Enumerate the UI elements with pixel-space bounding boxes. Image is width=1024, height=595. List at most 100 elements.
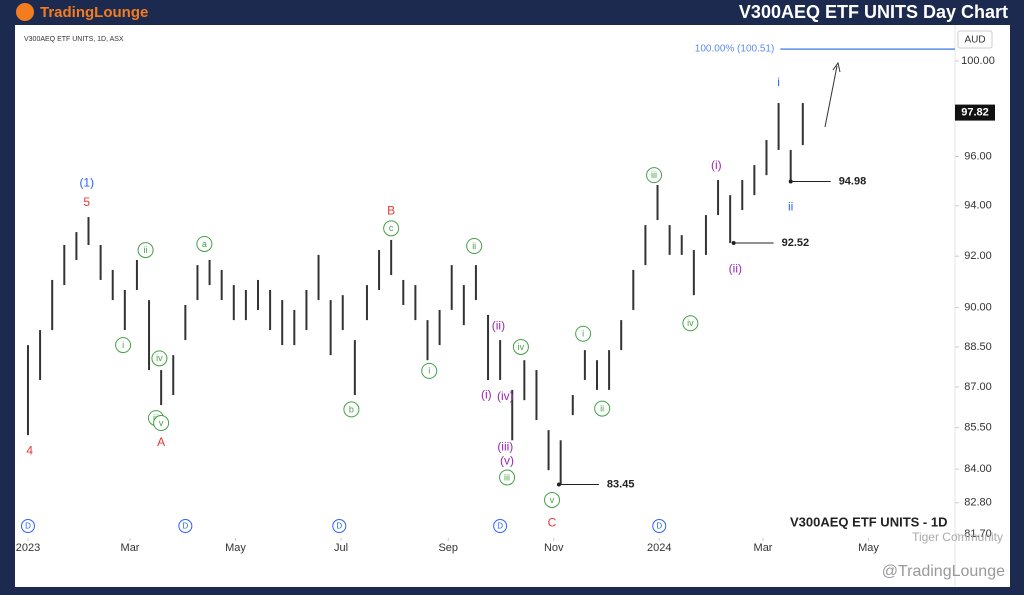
wave-label: ii (600, 403, 604, 413)
x-tick-label: Mar (121, 542, 140, 554)
dividend-marker (178, 519, 193, 533)
wave-label: (ii) (492, 319, 505, 333)
x-tick-label: 2023 (16, 542, 40, 554)
wave-label: iv (518, 342, 525, 352)
wave-circle (137, 242, 154, 259)
wave-circle (115, 337, 132, 354)
wave-circle (646, 167, 663, 184)
wave-circle (151, 350, 168, 367)
wave-label: ii (144, 245, 148, 255)
wave-label: C (548, 515, 557, 529)
wave-label: iii (651, 170, 657, 180)
watermark: V300AEQ ETF UNITS - 1D (790, 514, 947, 529)
wave-label: v (550, 495, 555, 505)
y-tick-label: 85.50 (964, 422, 992, 434)
y-tick-label: 81.70 (964, 528, 992, 540)
currency: AUD (964, 35, 985, 46)
currency-box (957, 30, 993, 49)
y-tick-label: 100.00 (961, 55, 995, 67)
y-tick-label: 82.80 (964, 497, 992, 509)
wave-circle (544, 491, 561, 508)
wave-label: B (387, 203, 395, 217)
wave-circle (682, 315, 699, 332)
y-tick-label: 94.00 (964, 200, 992, 212)
wave-label: v (159, 418, 164, 428)
arrow-head (832, 61, 841, 73)
chart-panel (15, 25, 1010, 587)
wave-label: a (202, 239, 207, 249)
wave-label: (ii) (729, 262, 742, 276)
x-tick-label: Jul (334, 542, 348, 554)
wave-label: A (157, 435, 165, 449)
wave-label: (i) (481, 388, 492, 402)
wave-label: i (582, 329, 584, 339)
dividend-label: D (656, 522, 662, 531)
wave-label: 4 (26, 443, 33, 457)
price-marker-dot (556, 482, 561, 487)
wave-circle (575, 325, 592, 342)
price-marker-dot (788, 179, 793, 184)
wave-label: 5 (83, 195, 90, 209)
last-price-box (955, 104, 995, 121)
y-tick-label: 88.50 (964, 341, 992, 353)
wave-circle (512, 338, 529, 355)
y-tick-label: 96.00 (964, 150, 992, 162)
wave-label: i (777, 75, 780, 89)
wave-label: b (349, 404, 354, 414)
wave-label: (iv) (497, 389, 514, 403)
price-marker-dot (731, 240, 736, 245)
x-tick-label: May (225, 542, 246, 554)
wave-label: c (389, 223, 394, 233)
wave-circle (196, 235, 213, 252)
wave-label: (i) (711, 158, 722, 172)
wave-label: iv (687, 318, 694, 328)
wave-label: iv (156, 353, 163, 363)
y-tick-label: 87.00 (964, 381, 992, 393)
x-tick-label: Nov (544, 542, 564, 554)
wave-label: i (428, 366, 430, 376)
wave-circle (153, 415, 170, 432)
wave-label: ii (788, 200, 793, 214)
dividend-label: D (182, 522, 188, 531)
header-title: V300AEQ ETF UNITS Day Chart (739, 2, 1008, 22)
wave-circle (466, 238, 483, 255)
footer: @TradingLounge (882, 563, 1005, 580)
credit: Tiger Community (912, 530, 1003, 544)
dividend-marker (493, 519, 508, 533)
wave-label: i (122, 340, 124, 350)
target-label: 100.00% (100.51) (695, 44, 775, 55)
projection-arrow (824, 65, 838, 128)
wave-label: ii (472, 241, 476, 251)
logo: TradingLounge (40, 4, 148, 21)
dividend-label: D (25, 522, 31, 531)
chart-title: V300AEQ ETF UNITS, 1D, ASX (24, 36, 124, 43)
y-tick-label: 84.00 (964, 463, 992, 475)
logo-icon (16, 3, 34, 21)
dividend-marker (20, 519, 35, 533)
wave-label: (1) (79, 176, 94, 190)
wave-circle (499, 469, 516, 486)
dividend-label: D (336, 522, 342, 531)
price-marker-label: 92.52 (782, 237, 810, 249)
wave-label: (iii) (497, 440, 513, 454)
wave-circle (594, 400, 611, 417)
last-price: 97.82 (961, 106, 989, 118)
dividend-label: D (497, 522, 503, 531)
wave-label: (v) (500, 453, 514, 467)
dividend-marker (652, 519, 667, 533)
wave-circle (343, 401, 360, 418)
x-tick-label: Mar (754, 542, 773, 554)
x-tick-label: 2024 (647, 542, 671, 554)
price-marker-label: 83.45 (607, 478, 635, 490)
wave-label: iii (504, 472, 510, 482)
y-tick-label: 90.00 (964, 302, 992, 314)
x-tick-label: Sep (438, 542, 458, 554)
price-marker-label: 94.98 (839, 175, 867, 187)
x-tick-label: May (858, 542, 879, 554)
wave-circle (421, 362, 438, 379)
y-tick-label: 92.00 (964, 250, 992, 262)
dividend-marker (332, 519, 347, 533)
wave-circle (383, 220, 400, 237)
